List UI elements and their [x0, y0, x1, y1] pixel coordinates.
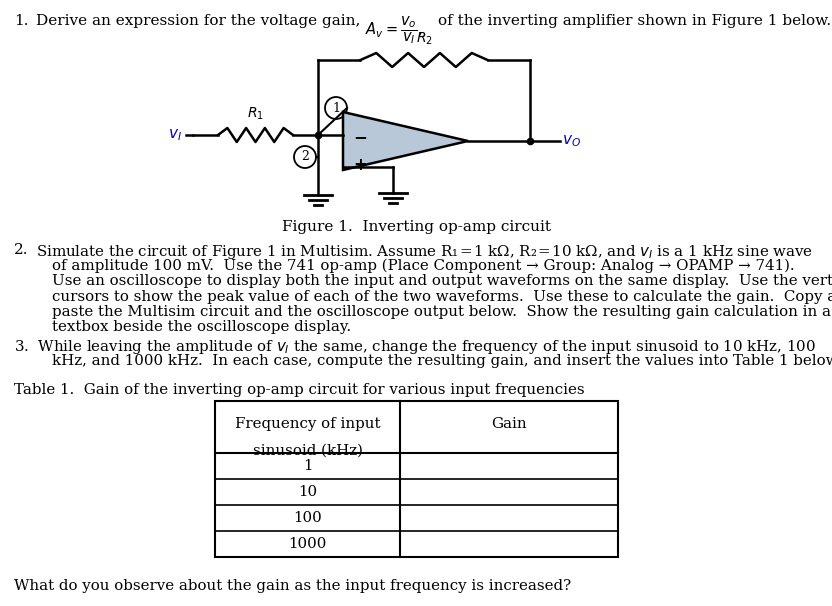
- Text: $R_2$: $R_2$: [415, 30, 433, 47]
- Text: 10: 10: [298, 485, 317, 499]
- Text: 3.  While leaving the amplitude of $v_I$ the same, change the frequency of the i: 3. While leaving the amplitude of $v_I$ …: [14, 338, 816, 356]
- Text: $v_I$: $v_I$: [168, 127, 182, 143]
- Text: textbox beside the oscilloscope display.: textbox beside the oscilloscope display.: [52, 321, 351, 335]
- Text: What do you observe about the gain as the input frequency is increased?: What do you observe about the gain as th…: [14, 579, 571, 593]
- Text: 1: 1: [303, 459, 312, 473]
- Text: Gain: Gain: [491, 418, 527, 431]
- Text: 100: 100: [293, 511, 322, 525]
- Text: of the inverting amplifier shown in Figure 1 below.: of the inverting amplifier shown in Figu…: [438, 14, 831, 28]
- Polygon shape: [343, 112, 468, 170]
- Text: Frequency of input: Frequency of input: [235, 418, 380, 431]
- Text: Figure 1.  Inverting op-amp circuit: Figure 1. Inverting op-amp circuit: [281, 220, 551, 234]
- Text: Table 1.  Gain of the inverting op-amp circuit for various input frequencies: Table 1. Gain of the inverting op-amp ci…: [14, 383, 585, 397]
- Text: 2: 2: [301, 150, 309, 164]
- Text: kHz, and 1000 kHz.  In each case, compute the resulting gain, and insert the val: kHz, and 1000 kHz. In each case, compute…: [52, 353, 832, 367]
- Text: $A_v = \dfrac{v_o}{v_I},$: $A_v = \dfrac{v_o}{v_I},$: [365, 14, 423, 46]
- Bar: [215, 401, 618, 557]
- Text: 2.: 2.: [14, 243, 28, 257]
- Text: 1: 1: [332, 101, 340, 115]
- Text: of amplitude 100 mV.  Use the 741 op-amp (Place Component → Group: Analog → OPAM: of amplitude 100 mV. Use the 741 op-amp …: [52, 259, 795, 273]
- Text: 1000: 1000: [289, 537, 327, 551]
- Text: sinusoid (kHz): sinusoid (kHz): [253, 444, 363, 458]
- Text: paste the Multisim circuit and the oscilloscope output below.  Show the resultin: paste the Multisim circuit and the oscil…: [52, 305, 831, 319]
- Text: $R_1$: $R_1$: [247, 105, 264, 122]
- Text: −: −: [353, 128, 367, 146]
- Text: 1.: 1.: [14, 14, 28, 28]
- Text: Derive an expression for the voltage gain,: Derive an expression for the voltage gai…: [36, 14, 360, 28]
- Text: Simulate the circuit of Figure 1 in Multisim. Assume R₁ = 1 kΩ, R₂ = 10 kΩ, and : Simulate the circuit of Figure 1 in Mult…: [36, 243, 813, 261]
- Text: Use an oscilloscope to display both the input and output waveforms on the same d: Use an oscilloscope to display both the …: [52, 274, 832, 288]
- Text: +: +: [353, 156, 367, 174]
- Text: $v_O$: $v_O$: [562, 133, 581, 149]
- Text: cursors to show the peak value of each of the two waveforms.  Use these to calcu: cursors to show the peak value of each o…: [52, 290, 832, 304]
